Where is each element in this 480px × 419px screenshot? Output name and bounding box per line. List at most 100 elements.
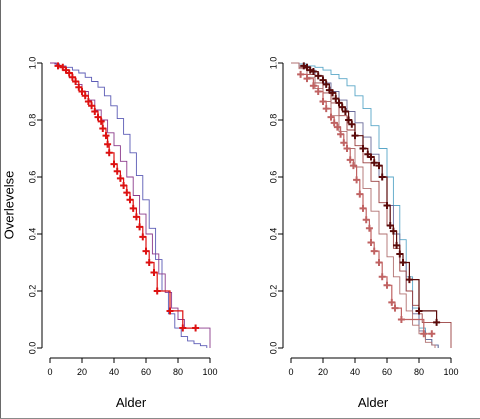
- censor-mark: [91, 107, 99, 115]
- survival-curve-series-3: [291, 62, 452, 348]
- y-tick-label: 0.6: [27, 171, 37, 184]
- censor-mark: [375, 162, 383, 170]
- censor-mark: [367, 153, 375, 161]
- censor-mark: [370, 247, 378, 255]
- censor-mark: [396, 250, 404, 258]
- survival-chart-right: 0.0 0.2 0.4 0.6 0.8 1.0 0 20 40 60 80 100 Alder: [268, 57, 458, 410]
- censor-mark: [99, 125, 107, 133]
- censor-mark: [110, 160, 118, 168]
- censor-mark: [319, 76, 327, 84]
- censor-mark: [420, 330, 428, 338]
- censor-mark: [397, 316, 405, 323]
- censor-mark: [322, 105, 330, 113]
- censor-mark: [153, 287, 161, 295]
- censor-mark: [68, 73, 76, 81]
- censor-mark: [341, 107, 349, 115]
- censor-mark: [343, 145, 351, 152]
- censor-mark: [370, 159, 378, 167]
- censor-mark: [314, 72, 322, 80]
- censor-mark: [346, 156, 354, 164]
- censor-mark: [88, 102, 96, 110]
- survival-chart-left: 0.0 0.2 0.4 0.6 0.8 1.0 0 20 40 60 80 100 Alder Overl…: [1, 57, 217, 410]
- censor-mark: [136, 223, 144, 231]
- censor-mark: [330, 119, 338, 127]
- censor-mark: [362, 216, 370, 224]
- survival-curve-series-6: [300, 73, 432, 335]
- censor-mark: [340, 139, 348, 147]
- x-tick-label: 100: [202, 367, 217, 377]
- censor-mark: [335, 99, 343, 107]
- censor-mark: [433, 318, 441, 326]
- censor-mark: [116, 174, 124, 182]
- censor-mark: [192, 324, 200, 332]
- censor-mark: [338, 103, 346, 111]
- censor-mark: [75, 83, 83, 91]
- censor-mark: [345, 116, 353, 124]
- censor-mark: [378, 173, 386, 181]
- censor-mark: [129, 204, 137, 212]
- censor-mark: [166, 307, 174, 315]
- y-tick-label: 0.2: [268, 285, 278, 298]
- censor-mark: [329, 89, 337, 97]
- censor-mark: [337, 130, 345, 138]
- censor-mark: [142, 247, 150, 255]
- y-tick-label: 0.2: [27, 285, 37, 298]
- censor-mark: [365, 224, 373, 232]
- censor-mark: [383, 202, 391, 209]
- censor-mark: [319, 97, 327, 105]
- x-tick-label: 0: [47, 367, 52, 377]
- censor-mark: [297, 70, 305, 78]
- censor-mark: [428, 330, 436, 338]
- x-tick-label: 60: [141, 367, 151, 377]
- x-tick-label: 80: [414, 367, 424, 377]
- x-tick-label: 20: [318, 367, 328, 377]
- censor-mark: [54, 62, 62, 70]
- censor-mark: [78, 88, 86, 95]
- y-tick-label: 0.8: [268, 114, 278, 127]
- censor-mark: [415, 307, 423, 315]
- y-tick-label: 1.0: [268, 57, 278, 70]
- censor-mark: [333, 123, 341, 131]
- censor-mark: [81, 92, 89, 100]
- censor-mark: [356, 190, 364, 198]
- censor-mark: [132, 213, 140, 221]
- censor-mark: [383, 281, 391, 289]
- censor-mark: [72, 78, 80, 86]
- y-tick-label: 0.4: [268, 228, 278, 241]
- censor-mark: [351, 132, 359, 140]
- censor-mark: [388, 298, 396, 306]
- x-axis-title: Alder: [116, 395, 147, 410]
- censor-mark: [378, 273, 386, 281]
- censor-mark: [309, 68, 317, 76]
- censor-mark: [123, 189, 131, 197]
- survival-curve-series-4: [291, 62, 436, 348]
- window-left-edge: [0, 0, 1, 419]
- y-tick-label: 0.8: [27, 114, 37, 127]
- survival-curve-series-2: [50, 62, 211, 348]
- censor-mark: [359, 145, 367, 152]
- censor-mark: [113, 167, 121, 175]
- x-tick-label: 40: [350, 367, 360, 377]
- censor-mark: [367, 239, 375, 247]
- x-axis-title: Alder: [358, 395, 389, 410]
- censor-mark: [393, 241, 401, 249]
- y-axis-title: Overlevelse: [1, 171, 16, 240]
- censor-mark: [386, 221, 394, 229]
- censor-mark: [303, 75, 311, 83]
- y-tick-label: 0.0: [27, 342, 37, 355]
- censor-mark: [139, 233, 147, 241]
- survival-curve-series-1: [50, 62, 208, 348]
- censor-mark: [353, 176, 361, 184]
- censor-mark: [405, 276, 413, 284]
- censor-mark: [349, 162, 357, 170]
- censor-mark: [327, 113, 335, 121]
- censor-mark: [309, 82, 317, 90]
- y-tick-label: 0.0: [268, 342, 278, 355]
- y-tick-label: 0.6: [268, 171, 278, 184]
- y-tick-label: 0.4: [27, 228, 37, 241]
- censor-mark: [391, 304, 399, 312]
- censor-mark: [97, 117, 105, 125]
- survival-curve-series-3: [58, 65, 196, 329]
- censor-mark: [399, 259, 407, 266]
